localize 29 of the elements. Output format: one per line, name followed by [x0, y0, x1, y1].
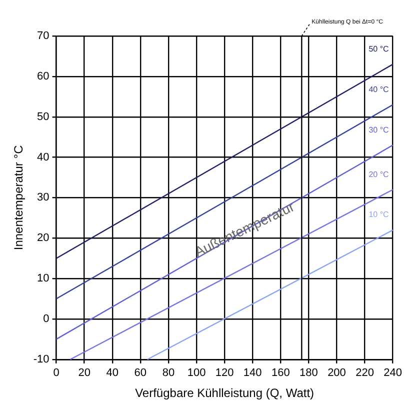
- x-tick-label: 160: [271, 367, 290, 380]
- series-label: 40 °C: [368, 84, 390, 94]
- y-tick-label: 60: [37, 70, 50, 82]
- x-tick-label: 120: [215, 367, 234, 380]
- x-tick-label: 80: [162, 367, 175, 380]
- x-tick-label: 100: [187, 367, 206, 380]
- y-tick-label: 70: [37, 30, 50, 42]
- y-tick-label: 10: [37, 272, 50, 285]
- x-tick-label: 20: [78, 367, 90, 380]
- y-tick-label: 40: [37, 151, 50, 164]
- x-tick-label: 40: [106, 367, 119, 380]
- x-tick-label: 180: [300, 367, 318, 380]
- y-tick-label: 30: [37, 192, 50, 204]
- series-label: 30 °C: [368, 125, 390, 134]
- y-tick-label: 50: [37, 110, 50, 123]
- x-tick-label: 60: [134, 367, 147, 380]
- series-label: 50 °C: [368, 44, 390, 54]
- y-tick-label: 20: [37, 232, 50, 244]
- series-label: 20 °C: [368, 170, 390, 179]
- y-tick-label: -10: [33, 353, 50, 366]
- x-tick-label: 240: [384, 367, 402, 380]
- x-tick-label: 200: [328, 367, 346, 380]
- x-tick-label: 140: [243, 367, 262, 380]
- x-axis-title: Verfügbare Kühlleistung (Q, Watt): [135, 386, 314, 400]
- x-tick-label: 0: [53, 367, 60, 380]
- series-label: 10 °C: [368, 210, 390, 220]
- x-tick-label: 220: [356, 367, 374, 380]
- y-tick-label: 0: [43, 313, 50, 326]
- y-axis-title: Innentemperatur °C: [12, 144, 26, 250]
